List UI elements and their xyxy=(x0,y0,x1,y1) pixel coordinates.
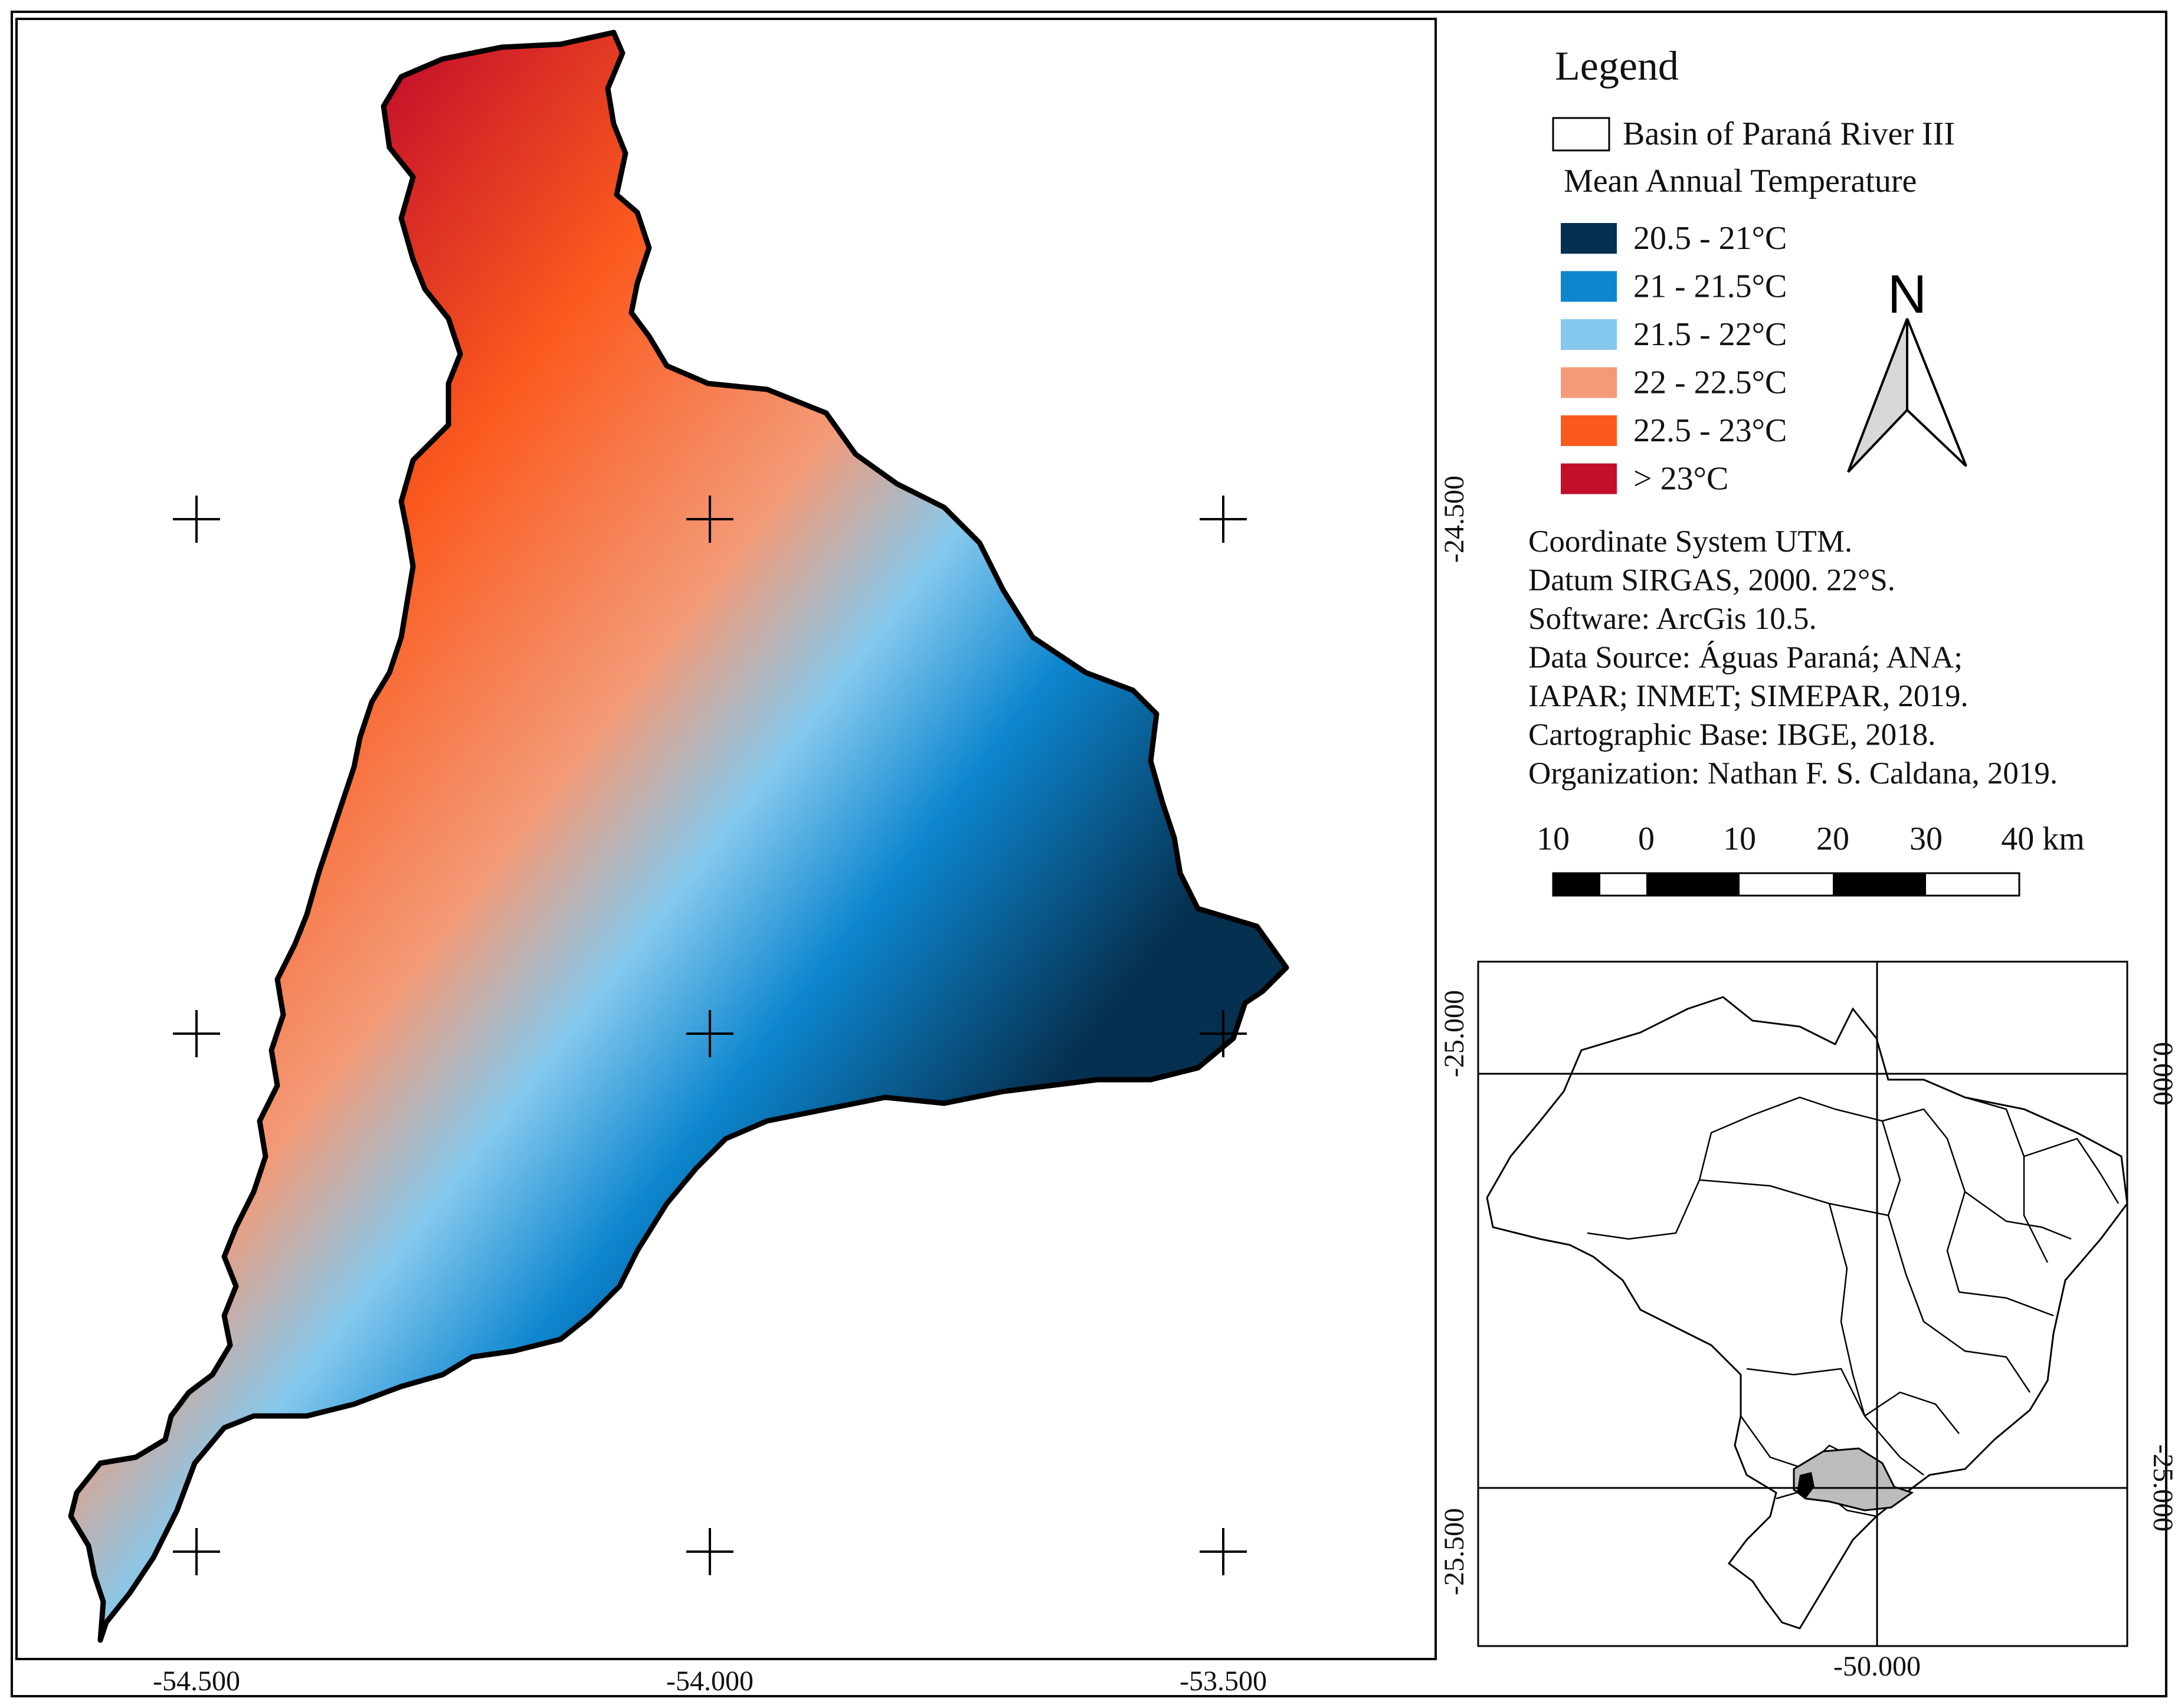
scale-segment xyxy=(1833,873,1926,896)
legend-class-label: 22 - 22.5°C xyxy=(1633,365,1787,401)
legend-class-label: 21.5 - 22°C xyxy=(1633,316,1787,353)
legend-swatch xyxy=(1561,367,1617,398)
scale-bar-outline xyxy=(1552,872,2020,897)
grid-crosses xyxy=(173,496,1247,1575)
legend-class-label: 20.5 - 21°C xyxy=(1633,220,1787,257)
info-line: Organization: Nathan F. S. Caldana, 2019… xyxy=(1528,756,2058,791)
legend-swatch xyxy=(1561,271,1617,302)
legend-title: Legend xyxy=(1555,44,1679,89)
figure-border xyxy=(11,11,2167,1697)
basin-legend-label: Basin of Paraná River III xyxy=(1623,116,1955,152)
scale-label: 10 xyxy=(1537,821,1570,857)
y-tick-label: -25.500 xyxy=(1439,1508,1470,1595)
y-tick-label: -24.500 xyxy=(1439,476,1470,563)
info-line: Software: ArcGis 10.5. xyxy=(1528,602,1817,636)
scale-bar: 10 0 10 20 30 40 km xyxy=(1537,821,2085,897)
scale-segment xyxy=(1553,873,1600,896)
inset-map: -50.000 0.000 -25.000 xyxy=(1477,960,2178,1682)
scale-label: 0 xyxy=(1638,821,1655,857)
basin-swatch xyxy=(1552,117,1610,152)
state-borders xyxy=(1587,1096,2120,1517)
inset-x-tick-label: -50.000 xyxy=(1833,1651,1921,1682)
north-arrow-right-half xyxy=(1906,318,1967,467)
info-line: Datum SIRGAS, 2000. 22°S. xyxy=(1528,563,1895,598)
x-tick-label: -54.000 xyxy=(666,1666,754,1697)
legend-swatch xyxy=(1561,319,1617,350)
y-tick-label: -25.000 xyxy=(1439,990,1470,1077)
legend-swatch xyxy=(1561,463,1617,494)
legend-swatch xyxy=(1561,223,1617,254)
basin-temperature-raster xyxy=(68,29,1289,1643)
north-arrow-label: N xyxy=(1888,264,1927,324)
temperature-legend-title: Mean Annual Temperature xyxy=(1564,163,1917,199)
scale-segment xyxy=(1646,873,1740,896)
legend-class-label: 22.5 - 23°C xyxy=(1633,412,1787,449)
x-tick-label: -54.500 xyxy=(153,1666,240,1697)
legend: Legend Basin of Paraná River III Mean An… xyxy=(1552,44,1955,497)
legend-class-label: > 23°C xyxy=(1633,461,1728,497)
north-arrow-left-half xyxy=(1847,318,1908,473)
info-line: IAPAR; INMET; SIMEPAR, 2019. xyxy=(1528,679,1969,713)
scale-label: 10 xyxy=(1723,821,1756,857)
x-tick-label: -53.500 xyxy=(1180,1666,1267,1697)
brazil-outline xyxy=(1486,996,2128,1630)
scale-label: 40 km xyxy=(2001,821,2085,857)
info-line: Cartographic Base: IBGE, 2018. xyxy=(1528,718,1935,752)
scale-label: 20 xyxy=(1816,821,1849,857)
legend-class-label: 21 - 21.5°C xyxy=(1633,268,1787,305)
inset-y-tick-label: -25.000 xyxy=(2147,1444,2178,1532)
scale-label: 30 xyxy=(1910,821,1943,857)
north-arrow: N xyxy=(1847,264,1967,473)
info-line: Data Source: Águas Paraná; ANA; xyxy=(1528,641,1963,675)
inset-y-tick-label: 0.000 xyxy=(2147,1042,2178,1106)
temperature-class-list: 20.5 - 21°C 21 - 21.5°C 21.5 - 22°C 22 - 22… xyxy=(1561,220,1787,497)
legend-swatch xyxy=(1561,415,1617,446)
map-info: Coordinate System UTM. Datum SIRGAS, 2000… xyxy=(1528,524,2058,791)
study-basin-location xyxy=(1797,1472,1815,1499)
info-line: Coordinate System UTM. xyxy=(1528,524,1852,559)
